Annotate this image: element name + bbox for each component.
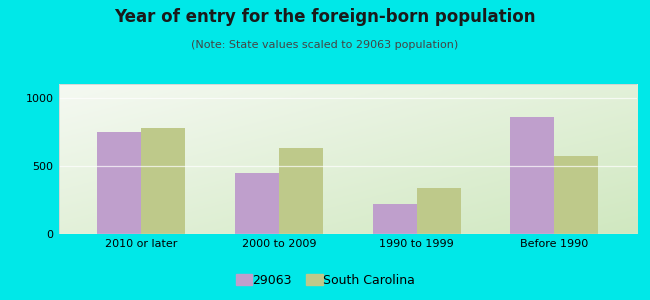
Bar <box>417 188 461 234</box>
Bar <box>97 132 141 234</box>
Bar <box>510 117 554 234</box>
Bar <box>141 128 185 234</box>
Bar <box>279 148 323 234</box>
Bar <box>372 204 417 234</box>
Bar <box>58 84 637 234</box>
Legend: 29063, South Carolina: 29063, South Carolina <box>231 269 419 292</box>
Text: (Note: State values scaled to 29063 population): (Note: State values scaled to 29063 popu… <box>191 40 459 50</box>
Text: Year of entry for the foreign-born population: Year of entry for the foreign-born popul… <box>114 8 536 26</box>
Bar <box>235 172 279 234</box>
Bar <box>554 156 599 234</box>
